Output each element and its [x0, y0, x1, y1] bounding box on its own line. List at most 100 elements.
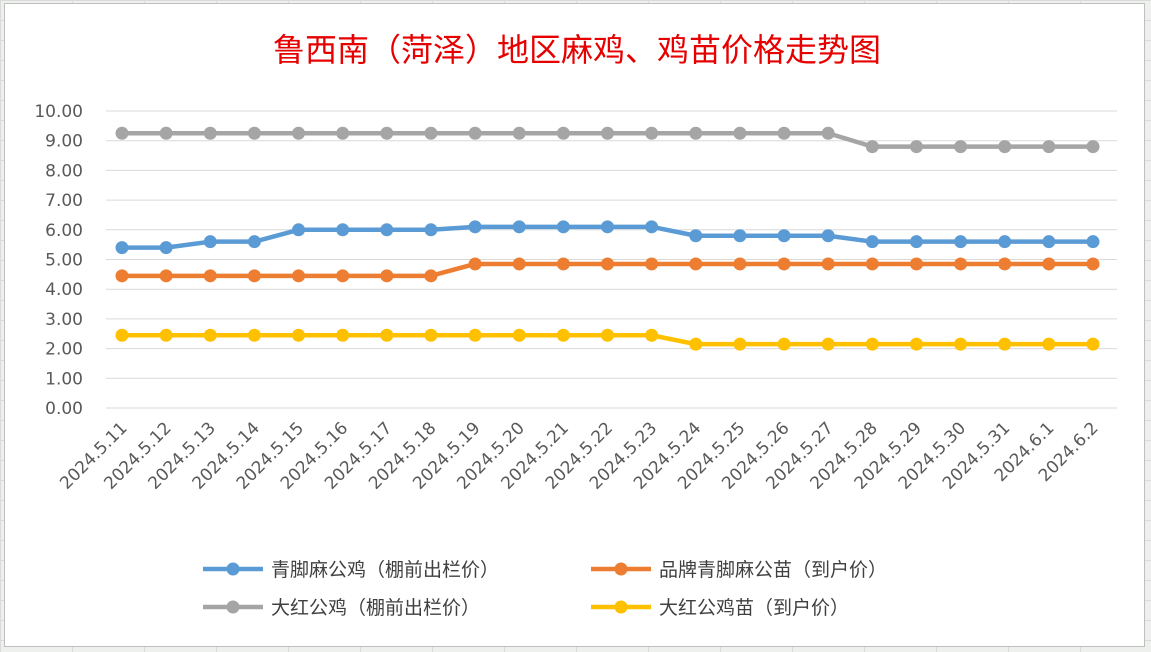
y-tick-label: 5.00: [45, 251, 83, 271]
legend-marker: [614, 600, 628, 614]
data-point: [998, 257, 1012, 271]
y-tick-label: 7.00: [45, 191, 83, 211]
data-point: [159, 126, 173, 140]
gridlines: [106, 110, 1117, 409]
data-point: [777, 126, 791, 140]
y-tick-label: 10.00: [34, 102, 83, 122]
legend-item[interactable]: 青脚麻公鸡（棚前出栏价）: [203, 559, 499, 581]
legend-item[interactable]: 大红公鸡（棚前出栏价）: [203, 597, 480, 619]
data-point: [512, 126, 526, 140]
data-point: [998, 140, 1012, 154]
data-point: [115, 269, 129, 283]
data-point: [601, 328, 614, 342]
data-point: [733, 126, 747, 140]
legend-marker: [226, 562, 240, 576]
data-point: [292, 328, 306, 342]
data-point: [733, 229, 747, 243]
data-point: [821, 337, 835, 351]
legend-label: 品牌青脚麻公苗（到户价）: [659, 559, 887, 581]
data-point: [645, 257, 659, 271]
data-point: [115, 241, 129, 255]
data-point: [954, 257, 968, 271]
data-point: [556, 126, 570, 140]
data-point: [115, 126, 129, 140]
data-point: [865, 235, 879, 249]
data-point: [821, 229, 835, 243]
y-tick-label: 1.00: [45, 369, 83, 389]
legend-item[interactable]: 大红公鸡苗（到户价）: [591, 597, 849, 619]
data-point: [1086, 337, 1100, 351]
data-point: [998, 337, 1012, 351]
y-tick-label: 4.00: [45, 280, 83, 300]
data-point: [601, 257, 614, 271]
data-point: [1042, 337, 1056, 351]
data-point: [468, 257, 482, 271]
y-tick-label: 9.00: [45, 132, 83, 152]
data-point: [645, 220, 659, 234]
legend-marker: [614, 562, 628, 576]
data-point: [821, 126, 835, 140]
series-lines: [115, 126, 1100, 351]
data-point: [777, 257, 791, 271]
data-point: [292, 126, 306, 140]
data-point: [159, 328, 173, 342]
chart-area[interactable]: 鲁西南（菏泽）地区麻鸡、鸡苗价格走势图 0.00 1.00 2.00 3.00 4.00…: [4, 3, 1145, 647]
data-point: [1086, 140, 1100, 154]
data-point: [865, 257, 879, 271]
series-1: [115, 220, 1100, 255]
y-tick-label: 3.00: [45, 310, 83, 330]
data-point: [468, 126, 482, 140]
data-point: [424, 328, 438, 342]
legend[interactable]: 青脚麻公鸡（棚前出栏价） 品牌青脚麻公苗（到户价） 大红公鸡（棚前出栏价） 大红公鸡苗…: [203, 559, 887, 619]
chart-title: 鲁西南（菏泽）地区麻鸡、鸡苗价格走势图: [273, 31, 881, 69]
data-point: [689, 337, 703, 351]
data-point: [424, 126, 438, 140]
data-point: [777, 229, 791, 243]
data-point: [159, 241, 173, 255]
legend-label: 大红公鸡苗（到户价）: [659, 597, 849, 619]
data-point: [115, 328, 129, 342]
legend-marker: [226, 600, 240, 614]
data-point: [909, 257, 923, 271]
data-point: [380, 126, 394, 140]
data-point: [601, 220, 614, 234]
data-point: [1042, 140, 1056, 154]
data-point: [909, 140, 923, 154]
data-point: [821, 257, 835, 271]
data-point: [865, 140, 879, 154]
data-point: [336, 269, 350, 283]
data-point: [292, 223, 306, 237]
data-point: [954, 140, 968, 154]
data-point: [203, 269, 217, 283]
data-point: [203, 235, 217, 249]
data-point: [380, 328, 394, 342]
data-point: [909, 337, 923, 351]
data-point: [556, 257, 570, 271]
data-point: [380, 269, 394, 283]
data-point: [689, 257, 703, 271]
series-2: [115, 257, 1100, 283]
data-point: [645, 126, 659, 140]
data-point: [380, 223, 394, 237]
data-point: [733, 257, 747, 271]
x-axis-ticks: 2024.5.112024.5.122024.5.132024.5.142024…: [56, 418, 1102, 493]
data-point: [777, 337, 791, 351]
y-tick-label: 8.00: [45, 161, 83, 181]
data-point: [1086, 235, 1100, 249]
data-point: [556, 328, 570, 342]
data-point: [1042, 235, 1056, 249]
data-point: [601, 126, 614, 140]
data-point: [247, 235, 261, 249]
data-point: [424, 269, 438, 283]
data-point: [247, 328, 261, 342]
legend-label: 青脚麻公鸡（棚前出栏价）: [271, 559, 499, 581]
data-point: [468, 328, 482, 342]
legend-item[interactable]: 品牌青脚麻公苗（到户价）: [591, 559, 887, 581]
data-point: [954, 235, 968, 249]
data-point: [336, 328, 350, 342]
legend-label: 大红公鸡（棚前出栏价）: [271, 597, 480, 619]
data-point: [998, 235, 1012, 249]
y-tick-label: 6.00: [45, 221, 83, 241]
data-point: [512, 328, 526, 342]
y-tick-label: 0.00: [45, 399, 83, 419]
